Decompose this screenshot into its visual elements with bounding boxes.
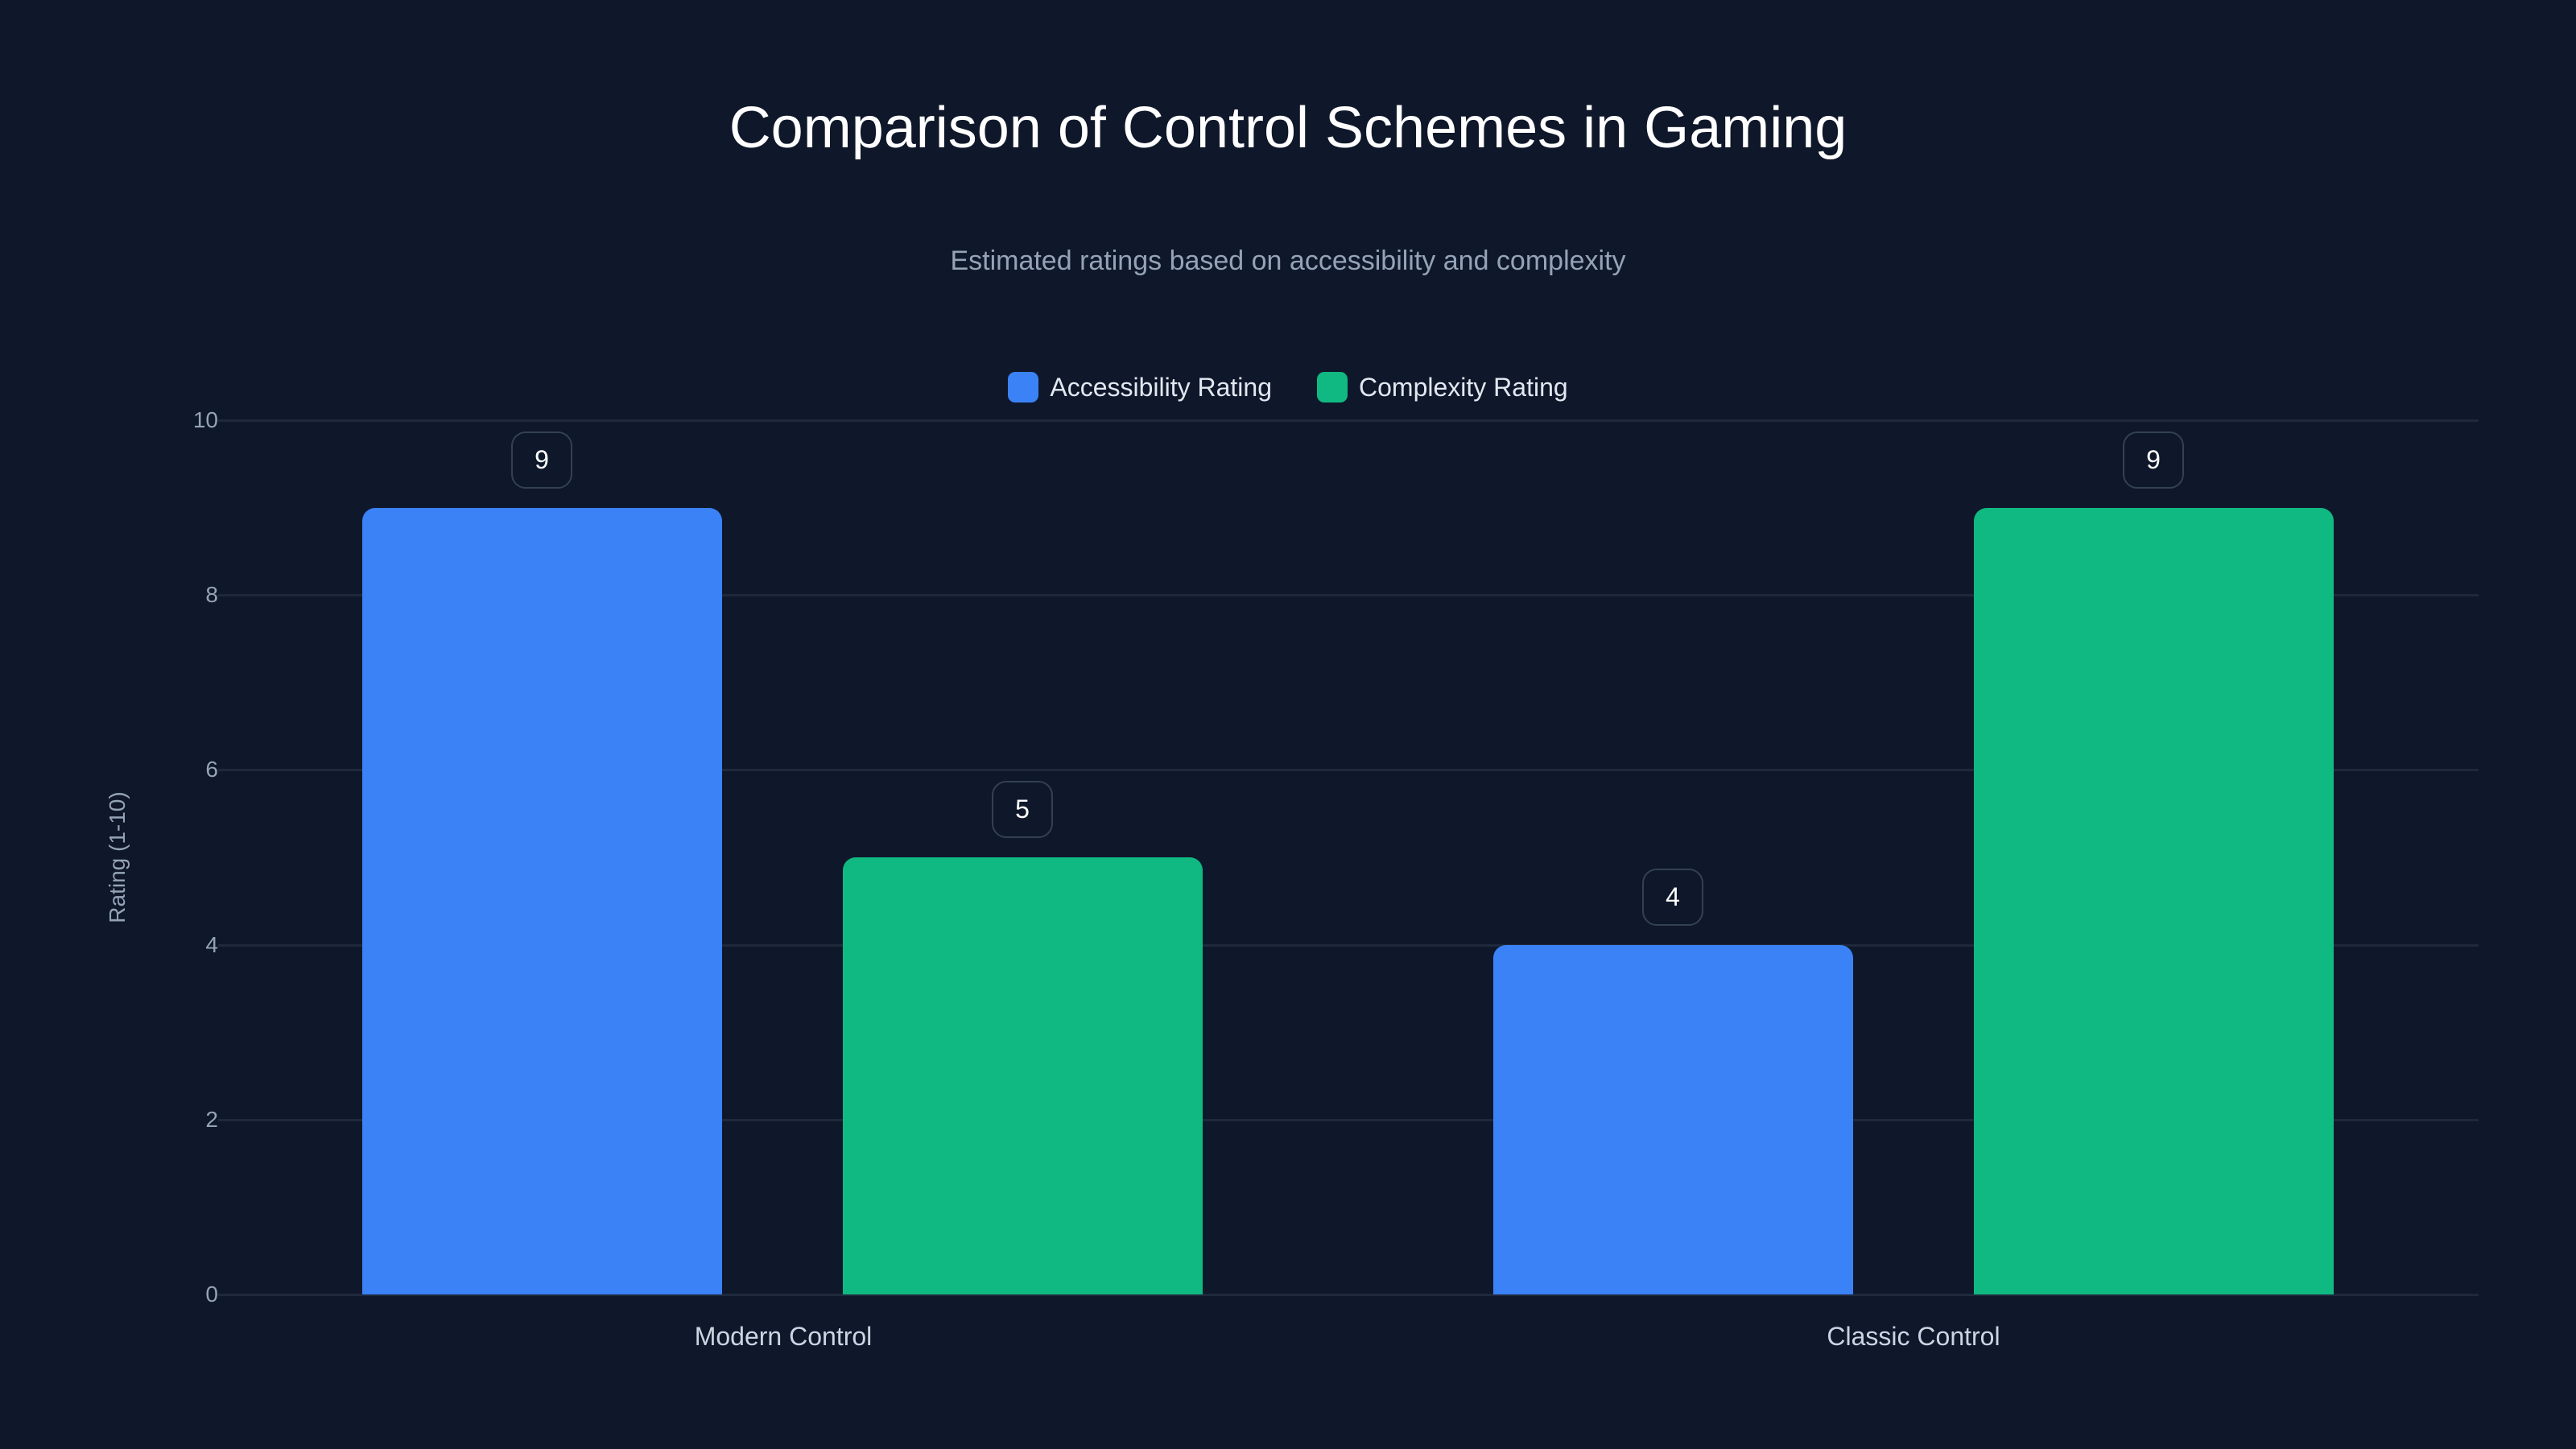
legend-item-accessibility[interactable]: Accessibility Rating <box>1008 372 1272 402</box>
plot-area: 9 5 4 9 <box>218 419 2479 1296</box>
bar-classic-accessibility[interactable] <box>1493 945 1853 1294</box>
legend-swatch-blue-icon <box>1008 372 1039 402</box>
x-axis-baseline <box>218 1294 2479 1296</box>
y-tick: 0 <box>205 1282 218 1307</box>
x-tick-modern-control: Modern Control <box>694 1322 873 1351</box>
y-tick: 8 <box>205 582 218 607</box>
gridline <box>218 944 2479 947</box>
y-axis-label: Rating (1-10) <box>105 791 130 923</box>
data-label: 9 <box>2123 431 2184 489</box>
y-tick: 10 <box>192 407 218 432</box>
data-label: 5 <box>992 781 1053 838</box>
gridline <box>218 769 2479 771</box>
chart-title: Comparison of Control Schemes in Gaming <box>729 96 1847 160</box>
bar-classic-complexity[interactable] <box>1974 508 2334 1294</box>
legend-swatch-green-icon <box>1317 372 1348 402</box>
legend-label: Complexity Rating <box>1359 372 1568 402</box>
gridline <box>218 1119 2479 1121</box>
y-tick: 4 <box>205 932 218 957</box>
data-label: 4 <box>1642 869 1703 926</box>
bar-modern-accessibility[interactable] <box>362 508 722 1294</box>
x-tick-classic-control: Classic Control <box>1827 1322 2000 1351</box>
legend-label: Accessibility Rating <box>1050 372 1272 402</box>
y-tick: 6 <box>205 757 218 782</box>
gridline <box>218 419 2479 422</box>
legend: Accessibility Rating Complexity Rating <box>0 372 2576 402</box>
y-tick: 2 <box>205 1107 218 1132</box>
chart-subtitle: Estimated ratings based on accessibility… <box>950 246 1626 276</box>
data-label: 9 <box>511 431 572 489</box>
gridline <box>218 594 2479 597</box>
legend-item-complexity[interactable]: Complexity Rating <box>1317 372 1568 402</box>
bar-modern-complexity[interactable] <box>843 857 1203 1294</box>
